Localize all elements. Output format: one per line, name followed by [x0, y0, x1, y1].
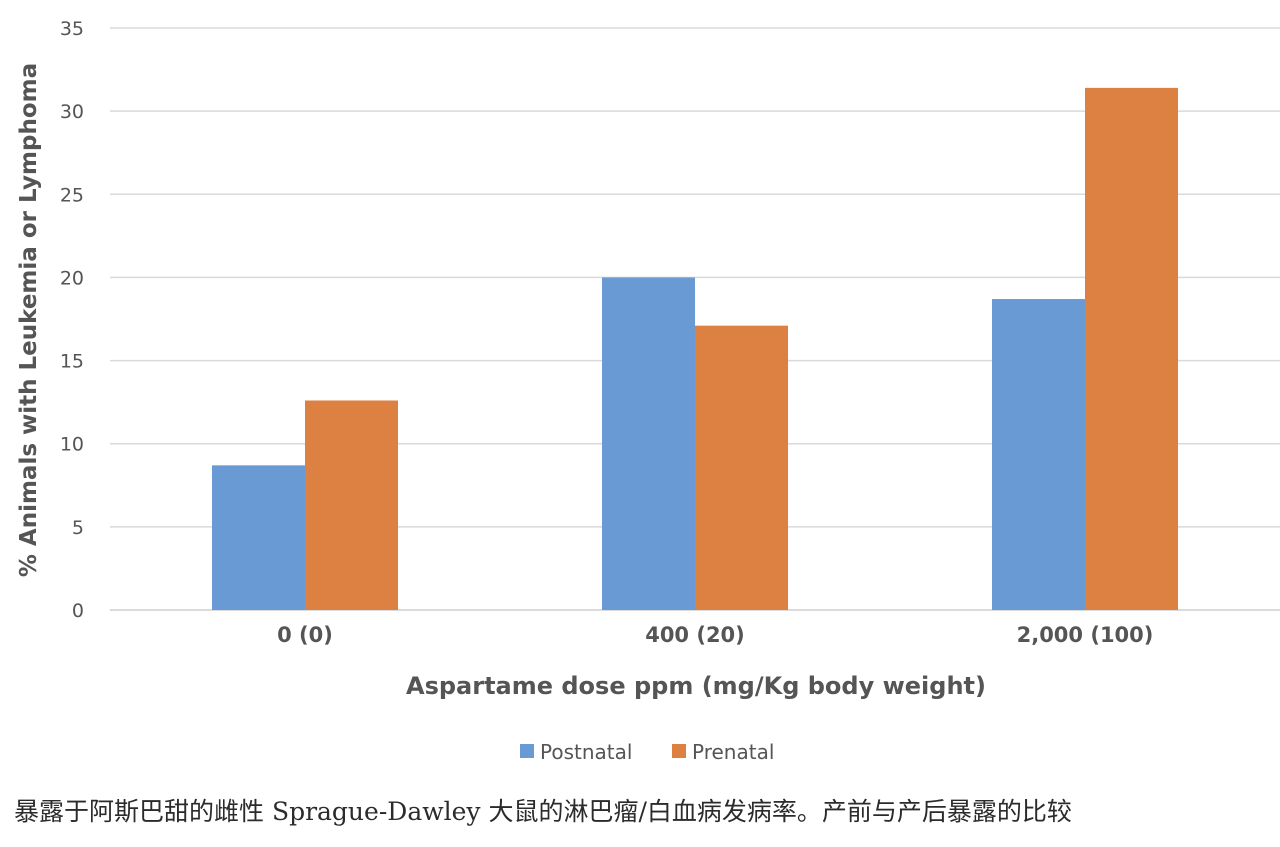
bar-prenatal-2: [695, 325, 788, 610]
y-tick-label: 15: [60, 351, 84, 373]
x-axis-ticks: 0 (0) 400 (20) 2,000 (100): [277, 623, 1153, 647]
bar-prenatal-3: [1085, 87, 1178, 610]
legend-swatch-postnatal: [520, 744, 534, 758]
y-axis-title: % Animals with Leukemia or Lymphoma: [16, 63, 42, 577]
y-tick-label: 0: [72, 600, 84, 622]
chart-area: 0 5 10 15 20 25 30 35 0 (0) 400 (20) 2,000 (100) …: [16, 18, 1280, 764]
y-tick-label: 30: [60, 101, 84, 123]
y-tick-label: 25: [60, 184, 84, 206]
legend: Postnatal Prenatal: [520, 740, 774, 764]
legend-swatch-prenatal: [672, 744, 686, 758]
bar-postnatal-3: [992, 299, 1085, 610]
bar-postnatal-2: [602, 277, 695, 610]
bar-postnatal-1: [212, 465, 305, 610]
x-tick-label: 400 (20): [645, 623, 745, 647]
legend-label-prenatal: Prenatal: [692, 740, 774, 764]
bars: [212, 87, 1178, 610]
y-tick-label: 5: [72, 517, 84, 539]
figure-caption: 暴露于阿斯巴甜的雌性 Sprague-Dawley 大鼠的淋巴瘤/白血病发病率。…: [14, 797, 1072, 826]
y-axis-ticks: 0 5 10 15 20 25 30 35: [60, 18, 84, 622]
bar-prenatal-1: [305, 400, 398, 610]
x-tick-label: 0 (0): [277, 623, 333, 647]
y-tick-label: 35: [60, 18, 84, 40]
legend-label-postnatal: Postnatal: [540, 740, 632, 764]
y-tick-label: 20: [60, 267, 84, 289]
y-tick-label: 10: [60, 434, 84, 456]
x-axis-title: Aspartame dose ppm (mg/Kg body weight): [406, 672, 986, 700]
x-tick-label: 2,000 (100): [1017, 623, 1154, 647]
